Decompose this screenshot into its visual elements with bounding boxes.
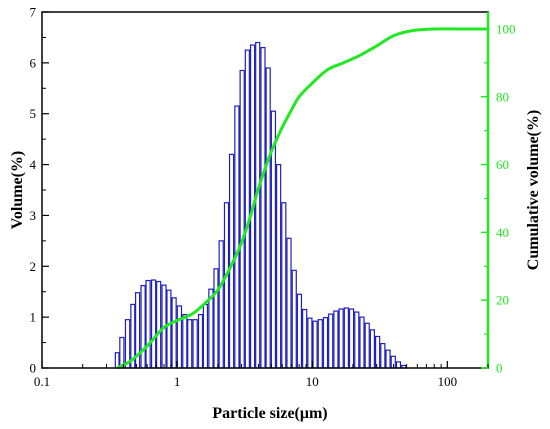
volume-bar xyxy=(380,342,386,369)
x-tick-label: 10 xyxy=(306,374,319,389)
volume-bar xyxy=(296,293,303,369)
y-tick-label: 0 xyxy=(30,361,37,376)
volume-bar xyxy=(322,317,329,369)
y-tick-label: 1 xyxy=(30,310,37,325)
volume-bar xyxy=(140,285,146,369)
volume-bar xyxy=(260,46,266,369)
y-tick-label: 4 xyxy=(30,157,37,172)
volume-bar xyxy=(202,303,209,369)
volume-bar xyxy=(364,322,370,369)
y-tick-label: 2 xyxy=(30,259,37,274)
y2-tick-label: 0 xyxy=(496,361,503,376)
volume-bar xyxy=(312,320,318,369)
volume-bar xyxy=(328,313,334,369)
volume-bar xyxy=(333,310,339,369)
volume-bar xyxy=(213,268,219,369)
volume-bars xyxy=(114,41,407,369)
volume-bar xyxy=(150,279,157,369)
volume-bar xyxy=(187,319,193,369)
x-tick-label: 100 xyxy=(438,374,458,389)
y-tick-label: 3 xyxy=(30,208,37,223)
y-tick-label: 5 xyxy=(30,106,37,121)
volume-bar xyxy=(369,329,376,369)
volume-bar xyxy=(218,240,224,369)
y2-axis-ticks: 0 20 40 60 80 100 xyxy=(481,21,516,376)
y2-axis-title: Cumulative volume(%) xyxy=(525,110,542,270)
volume-bar xyxy=(244,49,250,369)
volume-bar xyxy=(395,361,402,369)
volume-bar xyxy=(223,202,230,369)
x-tick-label: 0.1 xyxy=(34,374,50,389)
cumulative-volume-line xyxy=(116,27,488,370)
volume-bar xyxy=(286,237,292,369)
volume-bar xyxy=(338,308,344,369)
volume-bar xyxy=(145,279,151,369)
volume-bar xyxy=(385,349,391,369)
volume-bar xyxy=(171,297,177,369)
volume-bar xyxy=(281,202,287,369)
y-tick-label: 6 xyxy=(30,55,37,70)
volume-bar xyxy=(234,105,240,369)
volume-bar xyxy=(302,308,308,369)
volume-bar xyxy=(114,352,120,369)
y-tick-label: 7 xyxy=(30,5,37,20)
volume-bar xyxy=(374,335,381,369)
volume-bar xyxy=(348,308,355,369)
volume-bar xyxy=(291,269,297,369)
volume-bar xyxy=(197,314,204,369)
volume-bar xyxy=(275,163,282,369)
y2-tick-label: 40 xyxy=(496,225,509,240)
y2-tick-label: 60 xyxy=(496,157,509,172)
volume-bar xyxy=(166,289,172,369)
y-axis-title: Volume(%) xyxy=(9,151,26,230)
volume-bar xyxy=(343,307,349,369)
volume-bar xyxy=(239,69,245,369)
volume-bar xyxy=(307,317,313,369)
volume-bar xyxy=(317,319,323,369)
y2-tick-label: 80 xyxy=(496,89,509,104)
volume-bar xyxy=(182,314,188,369)
volume-bar xyxy=(354,311,360,369)
volume-bar xyxy=(359,316,365,369)
volume-bar xyxy=(156,280,162,369)
y2-tick-label: 100 xyxy=(496,21,516,36)
volume-bar xyxy=(255,41,261,369)
x-tick-label: 1 xyxy=(174,374,181,389)
y2-tick-label: 20 xyxy=(496,293,509,308)
x-axis-ticks: 0.1 1 10 100 xyxy=(34,361,489,389)
volume-bar xyxy=(192,319,198,369)
volume-bar xyxy=(265,67,271,369)
volume-bar xyxy=(176,305,183,369)
y-axis-ticks: 0 1 2 3 4 5 6 7 xyxy=(30,5,49,376)
x-axis-title: Particle size(μm) xyxy=(212,405,327,422)
